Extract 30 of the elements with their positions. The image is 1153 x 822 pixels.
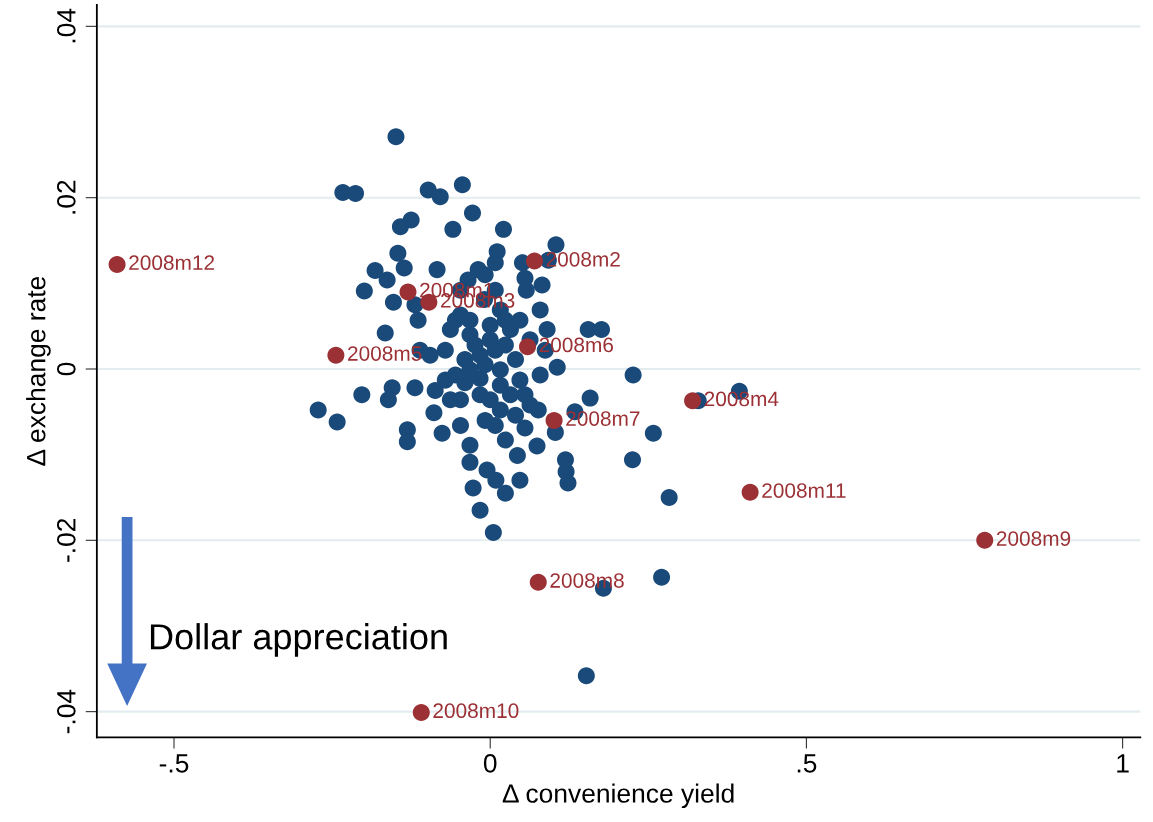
y-tick-label: .04 [56,8,76,43]
x-tick-label: -.5 [159,754,189,773]
point [412,703,430,721]
y-axis-title: Δ exchange rate [26,276,51,466]
point [976,531,994,549]
point [525,252,543,270]
y-tick-label: .02 [56,180,76,214]
point [108,255,126,273]
annotation: 2008m6 [539,337,613,353]
point [529,573,547,591]
x-tick-label: .5 [797,754,817,773]
point [399,283,417,301]
annotation: 2008m10 [433,703,519,719]
x-axis-title: Δ convenience yield [502,783,734,809]
x-tick-label: 1 [1117,754,1129,773]
y-tick-label: -.02 [56,518,76,562]
point [741,483,759,501]
annotation: 2008m8 [550,573,624,588]
point [684,392,702,410]
annotation: 2008m7 [566,411,640,426]
point [327,346,345,364]
y-tick-label: -.04 [56,689,76,734]
annotation: Dollar appreciation [150,623,447,657]
point [519,338,537,356]
annotation: 2008m9 [996,531,1071,546]
annotation: 2008m11 [762,483,846,498]
y-tick-label: 0 [56,362,76,376]
x-tick-label: 0 [483,754,497,773]
annotation: 2008m12 [129,255,215,271]
point [545,411,563,429]
